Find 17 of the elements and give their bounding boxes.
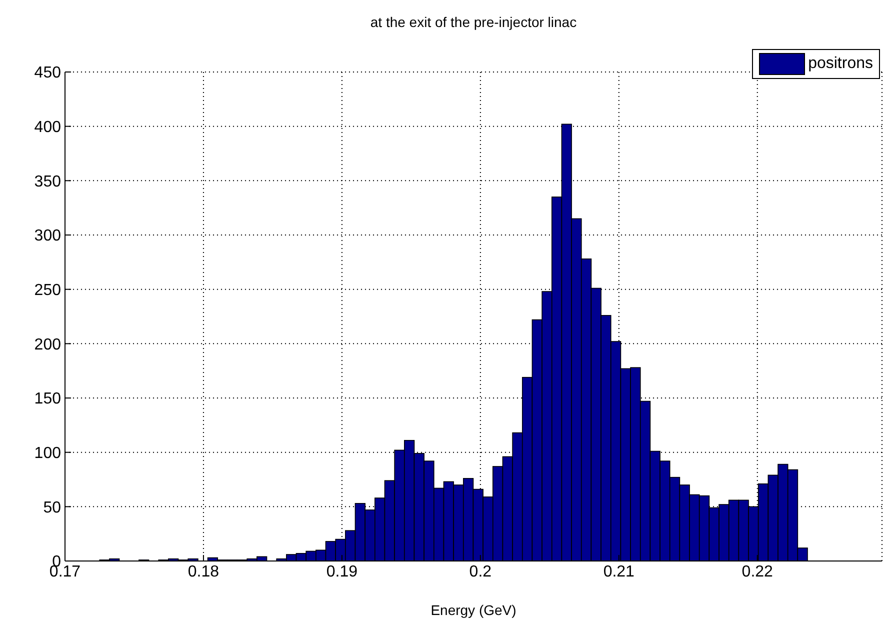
y-tick-label: 450 [34,64,62,82]
x-tick-label: 0.2 [469,563,492,580]
x-axis-title: Energy (GeV) [430,602,516,618]
y-tick-label: 150 [34,390,62,408]
y-tick-label: 300 [34,228,62,245]
x-tick-label: 0.18 [188,563,220,580]
y-tick-label: 250 [34,282,62,300]
x-tick-label: 0.22 [742,563,774,580]
chart-title: at the exit of the pre-injector linac [369,14,578,30]
y-tick-label: 200 [34,336,62,354]
y-tick-label: 350 [34,173,62,190]
x-tick-label: 0.19 [326,563,358,580]
legend-label: positrons [808,55,873,73]
y-tick-label: 50 [43,499,62,516]
y-tick-label: 400 [34,119,62,136]
y-tick-label: 100 [34,445,62,462]
x-tick-label: 0.21 [603,563,635,580]
